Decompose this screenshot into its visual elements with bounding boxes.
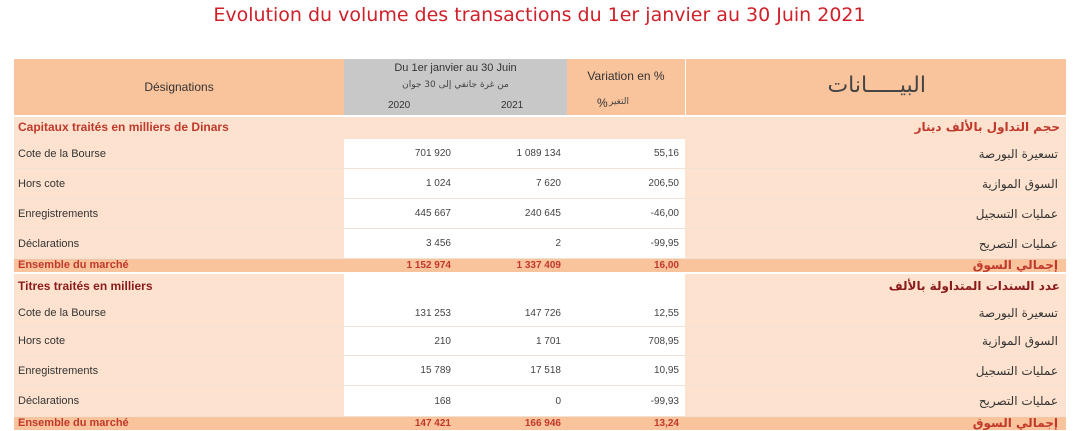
row-value-2021: 2 [457, 229, 567, 259]
row-value-2020: 3 456 [344, 229, 457, 259]
row-value-2020: 210 [344, 327, 457, 356]
row-label-ar: السوق الموازية [685, 169, 1066, 199]
row-label-fr: Hors cote [14, 169, 344, 199]
row-value-2021: 1 701 [457, 327, 567, 356]
section-label-ar: حجم التداول بالألف دينار [914, 120, 1060, 134]
row-variation: 708,95 [567, 327, 685, 356]
total-row: Ensemble du marché 147 421 166 946 13,24… [14, 417, 1066, 430]
row-label-ar: عمليات التصريح [685, 229, 1066, 259]
section-spacer [567, 274, 685, 300]
row-label-ar: عمليات التسجيل [685, 356, 1066, 386]
row-value-2021: 1 089 134 [457, 139, 567, 169]
row-label-ar: عمليات التصريح [685, 386, 1066, 417]
header-period-ar: من غرة جانفي إلى 30 جوان [402, 80, 509, 90]
section-header-capitaux: Capitaux traités en milliers de Dinars ح… [14, 115, 1066, 139]
section-spacer [344, 274, 457, 300]
table-header: Désignations Du 1er janvier au 30 Juin م… [14, 59, 1066, 115]
header-period: Du 1er janvier au 30 Juin من غرة جانفي إ… [344, 59, 567, 115]
row-variation: -99,95 [567, 229, 685, 259]
row-variation: 12,55 [567, 300, 685, 327]
section-label-fr: Capitaux traités en milliers de Dinars [18, 120, 229, 134]
total-variation: 13,24 [653, 418, 679, 429]
total-label-fr: Ensemble du marché [18, 259, 129, 271]
row-variation: 206,50 [567, 169, 685, 199]
total-label-fr: Ensemble du marché [18, 417, 129, 429]
section-spacer [344, 117, 457, 139]
header-variation-ar: التغير [609, 97, 629, 107]
transactions-table: Désignations Du 1er janvier au 30 Juin م… [14, 59, 1066, 430]
header-year-2020: 2020 [388, 100, 411, 111]
row-label-fr: Déclarations [14, 229, 344, 259]
row-variation: -99,93 [567, 386, 685, 417]
row-label-fr: Déclarations [14, 386, 344, 417]
row-value-2021: 240 645 [457, 199, 567, 229]
row-value-2020: 445 667 [344, 199, 457, 229]
table-row: Hors cote 210 1 701 708,95 السوق الموازي… [14, 327, 1066, 356]
row-value-2020: 131 253 [344, 300, 457, 327]
total-value-2021: 1 337 409 [516, 260, 562, 271]
section-label-ar: عدد السندات المتداولة بالألف [888, 279, 1060, 293]
table-row: Déclarations 3 456 2 -99,95 عمليات التصر… [14, 229, 1066, 259]
header-variation-fr: Variation en % [587, 69, 665, 83]
table-row: Déclarations 168 0 -99,93 عمليات التصريح [14, 386, 1066, 417]
row-label-fr: Enregistrements [14, 199, 344, 229]
header-variation-pct: % [597, 96, 608, 110]
row-label-fr: Cote de la Bourse [14, 300, 344, 327]
header-designations-ar-label: البيـــــانات [827, 73, 926, 98]
section-spacer [457, 274, 567, 300]
page-title: Evolution du volume des transactions du … [213, 4, 866, 26]
row-label-fr: Hors cote [14, 327, 344, 356]
row-label-ar: تسعيرة البورصة [685, 139, 1066, 169]
total-value-2020: 1 152 974 [406, 260, 452, 271]
total-variation: 16,00 [653, 260, 679, 271]
total-label-ar: إجمالي السوق [972, 259, 1058, 272]
total-label-ar: إجمالي السوق [972, 417, 1058, 430]
row-label-ar: السوق الموازية [685, 327, 1066, 356]
section-spacer [567, 117, 685, 139]
total-row: Ensemble du marché 1 152 974 1 337 409 1… [14, 259, 1066, 272]
section-header-titres: Titres traités en milliers عدد السندات ا… [14, 272, 1066, 300]
table-row: Hors cote 1 024 7 620 206,50 السوق الموا… [14, 169, 1066, 199]
row-value-2021: 7 620 [457, 169, 567, 199]
section-label-fr: Titres traités en milliers [18, 279, 153, 293]
row-value-2020: 168 [344, 386, 457, 417]
row-variation: 55,16 [567, 139, 685, 169]
row-variation: 10,95 [567, 356, 685, 386]
row-value-2021: 0 [457, 386, 567, 417]
row-label-fr: Cote de la Bourse [14, 139, 344, 169]
header-designations: Désignations [14, 59, 344, 115]
row-label-ar: تسعيرة البورصة [685, 300, 1066, 327]
table-row: Enregistrements 445 667 240 645 -46,00 ع… [14, 199, 1066, 229]
header-year-2021: 2021 [501, 100, 524, 111]
row-label-ar: عمليات التسجيل [685, 199, 1066, 229]
row-value-2021: 147 726 [457, 300, 567, 327]
row-value-2020: 701 920 [344, 139, 457, 169]
row-label-fr: Enregistrements [14, 356, 344, 386]
table-row: Cote de la Bourse 131 253 147 726 12,55 … [14, 300, 1066, 327]
section-spacer [457, 117, 567, 139]
row-value-2021: 17 518 [457, 356, 567, 386]
row-value-2020: 15 789 [344, 356, 457, 386]
header-designations-ar: البيـــــانات [685, 59, 1066, 115]
row-variation: -46,00 [567, 199, 685, 229]
table-row: Enregistrements 15 789 17 518 10,95 عملي… [14, 356, 1066, 386]
header-variation: Variation en % التغير % [567, 59, 685, 115]
total-value-2021: 166 946 [524, 418, 561, 429]
table-row: Cote de la Bourse 701 920 1 089 134 55,1… [14, 139, 1066, 169]
total-value-2020: 147 421 [414, 418, 451, 429]
row-value-2020: 1 024 [344, 169, 457, 199]
header-period-fr: Du 1er janvier au 30 Juin [394, 62, 517, 74]
